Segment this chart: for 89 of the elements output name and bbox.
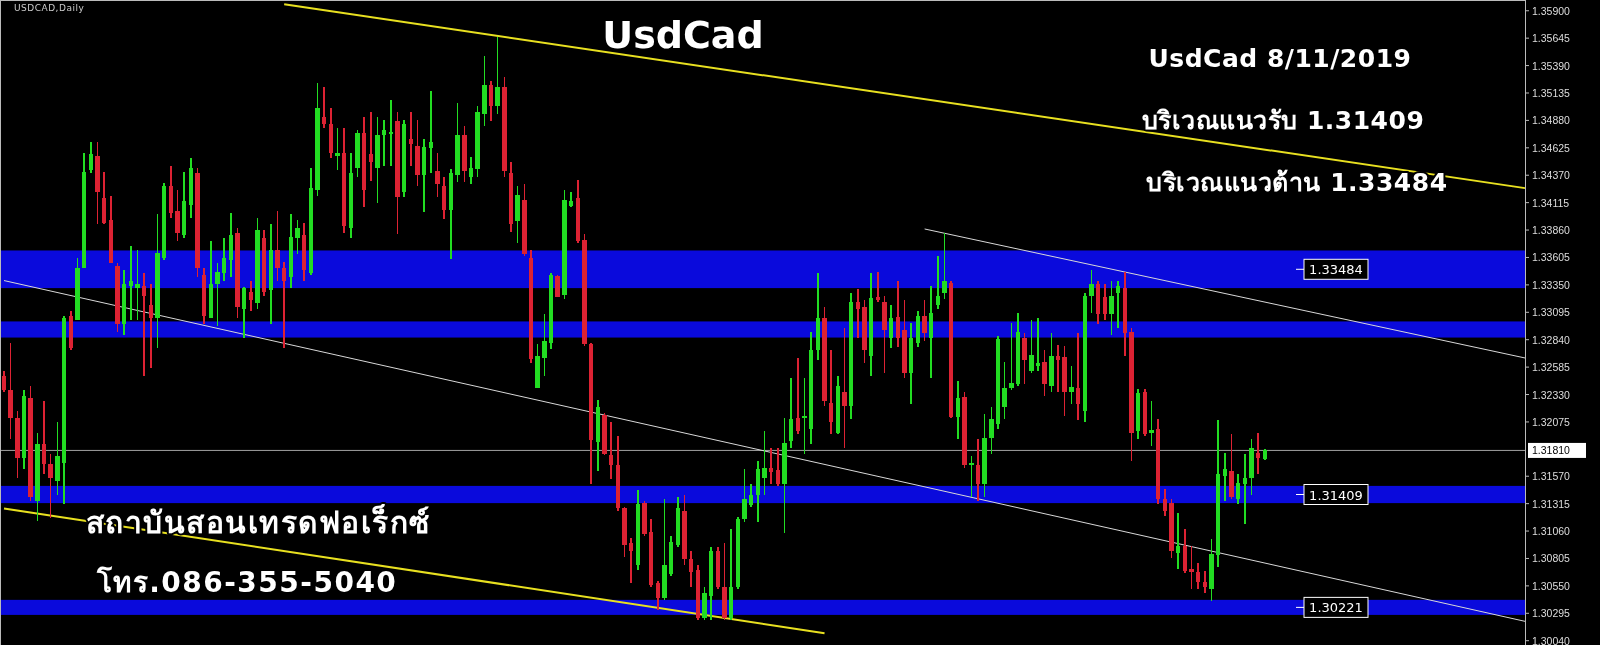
y-tick-label: 1.30550	[1532, 579, 1571, 592]
candlestick	[1175, 511, 1181, 570]
candlestick	[248, 279, 254, 312]
candlestick	[322, 86, 327, 129]
candlestick	[1089, 269, 1094, 314]
candlestick	[1195, 562, 1201, 590]
y-tick-label: 1.35390	[1532, 59, 1571, 72]
candlestick	[1042, 349, 1047, 397]
candlestick	[688, 550, 694, 588]
y-tick-label: 1.34115	[1532, 196, 1570, 209]
annotation: บริเวณแนวต้าน 1.33484	[1146, 168, 1448, 197]
candlestick	[335, 127, 340, 171]
candlestick	[655, 579, 660, 611]
candlestick	[275, 209, 280, 282]
candlestick	[148, 283, 153, 369]
candlestick	[1189, 545, 1194, 590]
candlestick	[1075, 332, 1081, 422]
candlestick	[175, 189, 180, 242]
band-label: 1.33484	[1309, 262, 1363, 278]
candlestick	[281, 261, 287, 350]
candlestick	[1109, 279, 1114, 337]
y-tick-label: 1.32585	[1532, 361, 1571, 374]
candlestick	[295, 219, 300, 255]
candlestick	[969, 455, 974, 498]
candlestick	[1, 370, 7, 394]
candlestick	[895, 279, 901, 349]
candlestick	[141, 272, 147, 378]
y-tick-label: 1.30040	[1532, 634, 1571, 645]
candlestick	[855, 288, 861, 339]
annotation: บริเวณแนวรับ 1.31409	[1141, 106, 1425, 135]
candlestick	[1149, 400, 1154, 447]
candlestick	[989, 406, 994, 455]
y-tick-label: 1.31315	[1532, 497, 1571, 510]
candlestick	[942, 232, 947, 300]
candlestick	[48, 452, 53, 519]
annotation: USDCAD,Daily	[14, 3, 85, 13]
chart-title: UsdCad	[602, 13, 764, 57]
candlestick	[788, 377, 794, 450]
annotation: UsdCad 8/11/2019	[1148, 44, 1412, 73]
candlestick	[742, 467, 747, 524]
y-tick-label: 1.32840	[1532, 333, 1571, 346]
candlestick	[1069, 364, 1074, 405]
candlestick	[842, 327, 847, 450]
y-tick-label: 1.34625	[1532, 141, 1571, 154]
candlestick	[975, 437, 981, 502]
y-tick-label: 1.35135	[1532, 86, 1571, 99]
candlestick	[542, 313, 547, 378]
annotation: สถาบันสอนเทรดฟอเร็กซ์	[85, 504, 431, 540]
y-tick-label: 1.34370	[1532, 169, 1571, 182]
candlestick	[88, 141, 93, 174]
candlestick	[241, 286, 247, 339]
y-tick-label: 1.34880	[1532, 114, 1571, 127]
y-tick-label: 1.33350	[1532, 278, 1571, 291]
candlestick	[1022, 332, 1027, 385]
candlestick	[495, 35, 500, 115]
candlestick	[802, 377, 807, 455]
candlestick	[221, 236, 227, 282]
candlestick	[762, 430, 767, 496]
candlestick	[215, 262, 220, 327]
candlestick	[555, 274, 560, 298]
y-tick-label: 1.33095	[1532, 306, 1571, 319]
y-tick-label: 1.33605	[1532, 251, 1571, 264]
y-tick-label: 1.31060	[1532, 525, 1571, 538]
annotation: โทร.086-355-5040	[95, 565, 398, 599]
candlestick	[775, 447, 781, 487]
candlestick	[1002, 361, 1007, 421]
candlestick	[795, 357, 801, 436]
y-tick-label: 1.32075	[1532, 415, 1571, 428]
candlestick	[889, 304, 894, 350]
y-tick-label: 1.33860	[1532, 224, 1571, 237]
candlestick	[1009, 321, 1014, 392]
y-tick-label: 1.35645	[1532, 32, 1571, 45]
candlestick	[135, 249, 140, 322]
candlestick	[1162, 488, 1167, 517]
y-tick-label: 1.30805	[1532, 552, 1571, 565]
y-tick-label: 1.32330	[1532, 388, 1571, 401]
ref-line-label: 1.31810	[1532, 444, 1571, 457]
candlestick	[1035, 317, 1041, 372]
candlestick	[1029, 319, 1034, 374]
candlestick	[1235, 473, 1241, 505]
candlestick	[922, 299, 927, 342]
candlestick	[435, 151, 440, 198]
band-label: 1.30221	[1309, 600, 1363, 616]
candlestick	[442, 176, 447, 221]
y-tick-label: 1.30295	[1532, 607, 1571, 620]
y-tick-label: 1.35900	[1532, 4, 1571, 17]
candlestick	[1242, 452, 1248, 525]
y-tick-label: 1.31570	[1532, 470, 1571, 483]
band-label: 1.31409	[1309, 487, 1363, 503]
